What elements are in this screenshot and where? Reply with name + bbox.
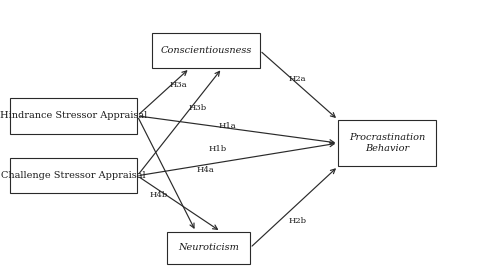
Text: Neuroticism: Neuroticism bbox=[178, 244, 239, 252]
Text: H1a: H1a bbox=[218, 122, 236, 130]
Text: Conscientiousness: Conscientiousness bbox=[160, 46, 252, 55]
Bar bbox=[338, 120, 436, 166]
Bar bbox=[166, 232, 250, 264]
Text: H4a: H4a bbox=[196, 166, 214, 174]
Text: H1b: H1b bbox=[208, 145, 226, 153]
Bar bbox=[10, 98, 138, 133]
Bar bbox=[152, 33, 260, 68]
Text: Hindrance Stressor Appraisal: Hindrance Stressor Appraisal bbox=[0, 111, 147, 120]
Text: Challenge Stressor Appraisal: Challenge Stressor Appraisal bbox=[2, 171, 146, 180]
Text: H2a: H2a bbox=[288, 75, 306, 83]
Text: H4b: H4b bbox=[150, 191, 168, 199]
Text: Procrastination
Behavior: Procrastination Behavior bbox=[349, 133, 426, 153]
Text: H2b: H2b bbox=[288, 217, 306, 225]
Bar bbox=[10, 158, 138, 193]
Text: H3a: H3a bbox=[169, 81, 187, 88]
Text: H3b: H3b bbox=[189, 104, 207, 112]
